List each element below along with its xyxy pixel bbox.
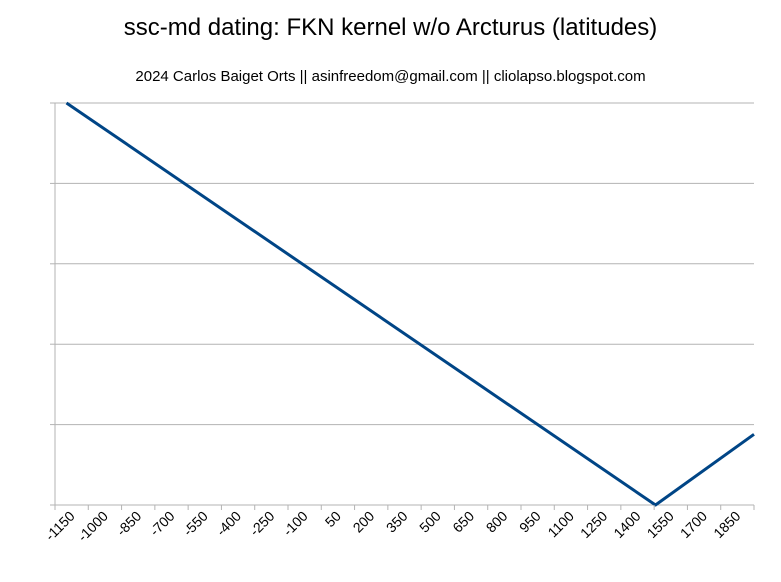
x-tick-label: 50 bbox=[322, 508, 344, 530]
x-tick-label: -550 bbox=[180, 508, 211, 539]
x-tick-label: 200 bbox=[350, 508, 378, 536]
x-tick-label: -1150 bbox=[42, 508, 78, 544]
x-tick-label: 650 bbox=[449, 508, 477, 536]
axes bbox=[54, 103, 754, 506]
x-tick-label: 1550 bbox=[644, 508, 677, 541]
x-tick-label: -250 bbox=[246, 508, 277, 539]
x-tick-labels: -1150-1000 -850 -700 -550 -400 -250 -100 50 200 3… bbox=[42, 505, 755, 545]
x-tick-label: 500 bbox=[416, 508, 444, 536]
x-tick-label: 800 bbox=[483, 508, 511, 536]
x-tick-label: 1700 bbox=[677, 508, 710, 541]
x-tick-label: -700 bbox=[146, 508, 177, 539]
x-tick-label: 1850 bbox=[710, 508, 743, 541]
x-tick-label: 1100 bbox=[544, 508, 577, 541]
x-tick-label: 1400 bbox=[610, 508, 643, 541]
x-tick-label: 350 bbox=[383, 508, 411, 536]
series-layer bbox=[65, 101, 755, 507]
chart-subtitle: 2024 Carlos Baiget Orts || asinfreedom@g… bbox=[135, 68, 646, 85]
x-tick-label: -100 bbox=[280, 508, 311, 539]
series-line bbox=[65, 101, 755, 507]
x-tick-label: -1000 bbox=[74, 508, 111, 545]
x-tick-label: -400 bbox=[213, 508, 244, 539]
x-tick-label: -850 bbox=[113, 508, 144, 539]
x-tick-label: 1250 bbox=[577, 508, 610, 541]
chart-title: ssc-md dating: FKN kernel w/o Arcturus (… bbox=[123, 14, 658, 41]
x-tick-label: 950 bbox=[516, 508, 544, 536]
